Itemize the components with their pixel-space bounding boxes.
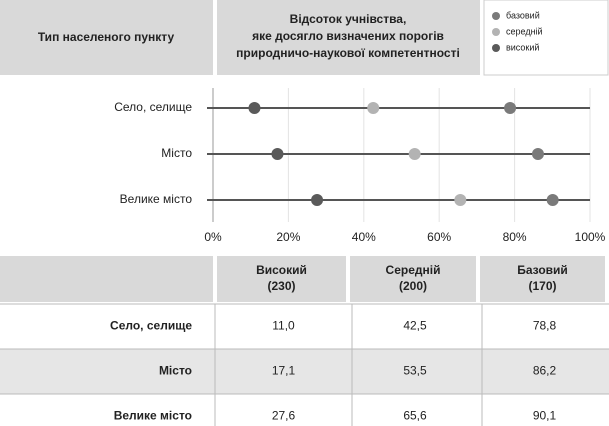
x-tick-label: 0% xyxy=(204,230,222,244)
row-label: Велике місто xyxy=(114,409,192,423)
row-label: Місто xyxy=(159,364,192,378)
x-tick-label: 80% xyxy=(503,230,527,244)
category-label: Місто xyxy=(161,146,192,160)
dot xyxy=(311,194,324,206)
table-header-bg xyxy=(0,256,213,302)
x-tick-label: 40% xyxy=(352,230,376,244)
legend-marker xyxy=(492,12,500,20)
title-line: природничо-наукової компетентності xyxy=(236,46,460,60)
table-cell: 11,0 xyxy=(272,319,295,333)
dot xyxy=(504,102,517,114)
dot xyxy=(408,148,421,160)
dot xyxy=(271,148,284,160)
table-row xyxy=(0,394,609,426)
table-row xyxy=(0,304,609,349)
table-cell: 42,5 xyxy=(403,319,427,333)
dot xyxy=(546,194,559,206)
x-tick-label: 20% xyxy=(276,230,300,244)
title-line: яке досягло визначених порогів xyxy=(252,29,444,43)
title-line: Відсоток учнівства, xyxy=(290,12,407,26)
table-cell: 17,1 xyxy=(272,364,296,378)
category-label: Велике місто xyxy=(120,192,193,206)
table-header-text: Високий xyxy=(256,263,307,277)
table-row xyxy=(0,349,609,394)
table-cell: 27,6 xyxy=(272,409,296,423)
table-cell: 90,1 xyxy=(533,409,557,423)
legend-marker xyxy=(492,28,500,36)
dot xyxy=(248,102,261,114)
x-tick-label: 100% xyxy=(575,230,606,244)
category-label: Село, селище xyxy=(114,100,192,114)
dot xyxy=(531,148,544,160)
legend-label: високий xyxy=(506,42,539,52)
table-cell: 86,2 xyxy=(533,364,557,378)
dot xyxy=(367,102,380,114)
header-left: Тип населеного пункту xyxy=(38,30,175,44)
header-cell xyxy=(0,0,213,75)
table-cell: 78,8 xyxy=(533,319,557,333)
table-header-cell xyxy=(480,256,605,302)
table-header-text: (170) xyxy=(528,279,556,293)
table-header-text: Середній xyxy=(386,263,441,277)
legend-box xyxy=(483,0,609,76)
table-header-text: (230) xyxy=(267,279,295,293)
table-header-text: Базовий xyxy=(517,263,568,277)
table-header-cell xyxy=(350,256,476,302)
title-cell xyxy=(217,0,480,75)
row-label: Село, селище xyxy=(110,319,192,333)
legend-label: базовий xyxy=(506,10,540,20)
table-cell: 53,5 xyxy=(403,364,427,378)
table-cell: 65,6 xyxy=(403,409,427,423)
table-header-cell xyxy=(217,256,346,302)
legend-label: середній xyxy=(506,26,543,36)
x-tick-label: 60% xyxy=(427,230,451,244)
table-header-text: (200) xyxy=(399,279,427,293)
dot xyxy=(454,194,467,206)
legend-marker xyxy=(492,44,500,52)
